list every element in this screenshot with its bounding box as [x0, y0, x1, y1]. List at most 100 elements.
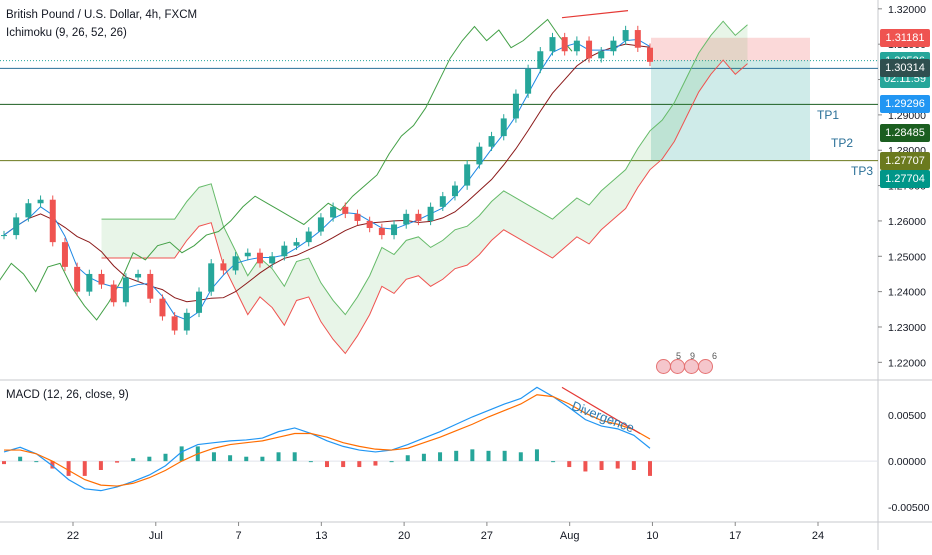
macd-y-tick-label: 0.00000	[888, 456, 926, 468]
macd-histogram-bar	[454, 450, 459, 462]
candle-body	[196, 291, 203, 313]
macd-histogram-bar	[292, 452, 297, 462]
ichimoku-legend: Ichimoku (9, 26, 52, 26)	[6, 27, 127, 39]
candle-body	[110, 284, 117, 303]
candle-body	[342, 206, 349, 214]
price-label: 1.27704	[880, 169, 930, 188]
candle-body	[13, 217, 20, 236]
senkou-span-b	[101, 59, 748, 355]
macd-histogram-bar	[163, 453, 168, 462]
candle-body	[61, 242, 68, 267]
macd-legend: MACD (12, 26, close, 9)	[6, 389, 129, 401]
macd-histogram-bar	[18, 456, 23, 462]
macd-histogram-bar	[260, 456, 265, 462]
candle-body	[1, 235, 7, 237]
x-tick-label: 20	[398, 530, 410, 542]
macd-histogram-bar	[357, 461, 362, 468]
macd-histogram-bar	[244, 456, 249, 462]
candle-body	[37, 199, 44, 204]
macd-y-tick-label: -0.00500	[888, 502, 930, 514]
candle-body	[610, 40, 617, 52]
macd-histogram-bar	[131, 458, 136, 462]
candle-body	[183, 312, 190, 331]
event-flag-icon[interactable]	[698, 359, 713, 374]
macd-histogram-bar	[2, 461, 6, 465]
tp3-label: TP3	[851, 164, 874, 178]
candle-body	[451, 185, 458, 197]
candle-body	[159, 298, 166, 317]
event-count: 9	[690, 351, 696, 361]
candle-body	[232, 256, 239, 271]
macd-histogram-bar	[308, 461, 313, 463]
macd-histogram-bar	[405, 455, 410, 462]
candle-body	[415, 213, 422, 221]
price-label: 1.30314	[880, 59, 930, 78]
macd-divergence-line	[561, 386, 641, 434]
candle-body	[256, 252, 263, 264]
candle-body	[281, 245, 288, 257]
macd-histogram-bar	[518, 452, 523, 462]
take-profit-zone	[651, 60, 810, 161]
candle-body	[122, 277, 129, 303]
stop-loss-zone	[651, 37, 810, 61]
price-label: 1.29296	[880, 95, 930, 114]
x-tick-label: 10	[646, 530, 658, 542]
macd-y-tick-label: 0.00500	[888, 410, 926, 422]
event-flag-icon[interactable]	[656, 359, 671, 374]
candle-body	[476, 146, 483, 165]
chikou-span	[0, 18, 573, 321]
candle-body	[25, 203, 32, 218]
candle-body	[525, 68, 532, 94]
macd-histogram-bar	[551, 461, 556, 463]
price-label: 1.31181	[880, 28, 930, 47]
candle-body	[147, 273, 154, 299]
macd-histogram-bar	[648, 461, 652, 476]
candle-body	[391, 224, 398, 236]
macd-histogram-bar	[534, 449, 539, 462]
x-tick-label: 13	[315, 530, 327, 542]
price-divergence-line	[561, 10, 629, 19]
x-tick-label: 7	[235, 530, 241, 542]
x-tick-label: 22	[67, 530, 79, 542]
macd-histogram-bar	[470, 449, 475, 462]
kijun-sen	[3, 43, 651, 303]
senkou-span-a	[101, 20, 748, 316]
tp2-label: TP2	[831, 136, 854, 150]
event-flag-icon[interactable]	[684, 359, 699, 374]
macd-histogram-bar	[583, 461, 588, 472]
candle-body	[74, 266, 81, 292]
macd-histogram-bar	[228, 455, 233, 462]
candle-body	[220, 263, 227, 271]
signal-line	[4, 394, 651, 487]
x-tick-label: 17	[729, 530, 741, 542]
y-tick-label: 1.25000	[888, 251, 926, 263]
macd-histogram-bar	[66, 461, 71, 476]
candle-body	[171, 316, 178, 331]
event-count: 5	[676, 351, 682, 361]
candle-body	[269, 256, 276, 264]
candle-body	[49, 199, 56, 243]
macd-histogram-bar	[211, 452, 216, 462]
candle-body	[305, 231, 312, 243]
macd-histogram-bar	[34, 461, 39, 463]
candle-body	[598, 51, 605, 59]
candle-body	[464, 164, 471, 186]
price-label: 1.28485	[880, 124, 930, 143]
candle-body	[86, 273, 93, 292]
candle-body	[293, 242, 300, 246]
macd-histogram-bar	[98, 461, 103, 470]
event-flag-icon[interactable]	[670, 359, 685, 374]
economic-events[interactable]: 5 9 6	[654, 351, 724, 379]
y-tick-label: 1.24000	[888, 287, 926, 299]
macd-histogram-bar	[615, 461, 620, 469]
macd-histogram-bar	[50, 461, 55, 469]
candle-body	[366, 220, 373, 228]
y-tick-label: 1.26000	[888, 216, 926, 228]
candle-body	[244, 252, 251, 257]
macd-histogram-bar	[82, 461, 87, 476]
candle-body	[512, 93, 519, 119]
tp1-label: TP1	[817, 108, 840, 122]
candle-body	[427, 206, 434, 221]
